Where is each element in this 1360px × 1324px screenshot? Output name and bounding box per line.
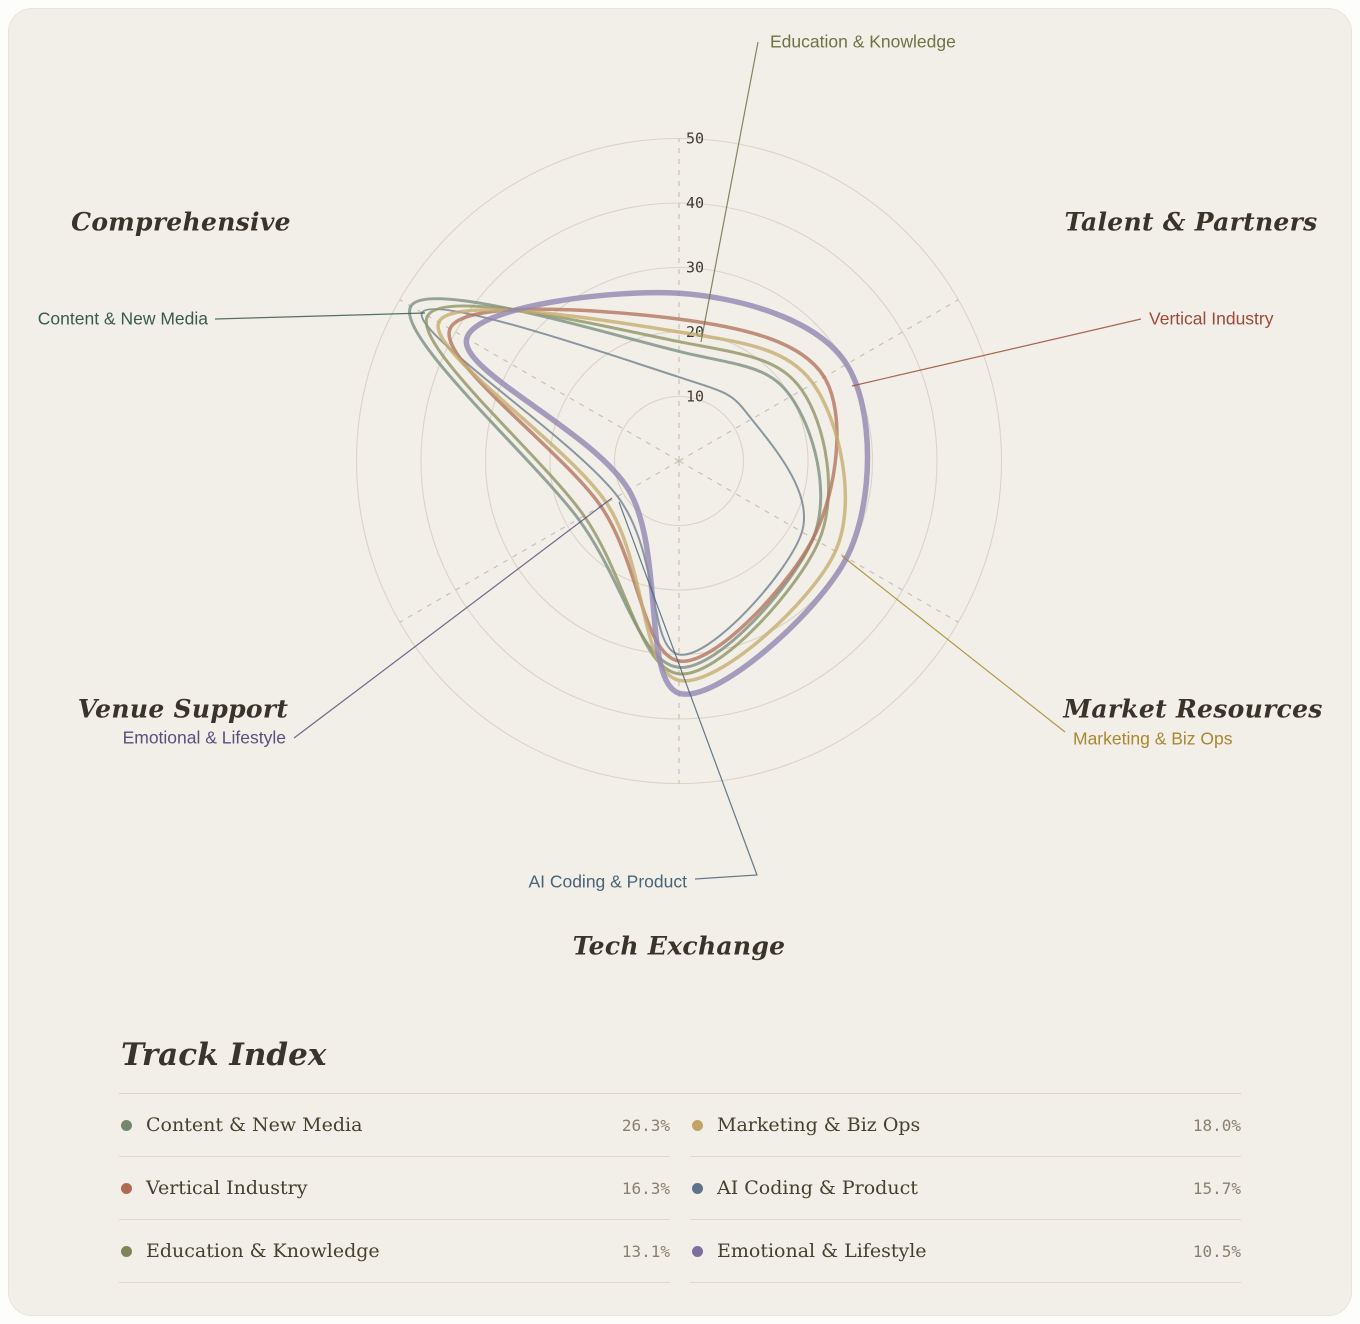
leader-line-content bbox=[214, 312, 426, 320]
track-name: Content & New Media bbox=[146, 1114, 363, 1136]
track-index-table: Content & New Media 26.3% Vertical Indus… bbox=[119, 1094, 1241, 1283]
track-percent: 13.1% bbox=[621, 1241, 670, 1261]
dimension-label-market: Market Resources bbox=[1063, 694, 1323, 724]
axis-spoke-line bbox=[678, 460, 959, 623]
track-percent: 16.3% bbox=[621, 1178, 670, 1198]
track-name: Education & Knowledge bbox=[146, 1240, 380, 1262]
callout-education-knowledge: Education & Knowledge bbox=[770, 31, 956, 52]
track-row[interactable]: Education & Knowledge 13.1% bbox=[119, 1220, 670, 1283]
leader-line-emotional bbox=[293, 497, 613, 739]
track-percent: 18.0% bbox=[1192, 1115, 1241, 1135]
axis-spoke-line bbox=[399, 299, 680, 462]
track-row[interactable]: Content & New Media 26.3% bbox=[119, 1094, 670, 1157]
report-card: 10 20 30 40 50 Comprehensive Talent & Partne… bbox=[8, 8, 1352, 1316]
track-color-dot bbox=[692, 1182, 703, 1194]
track-name: Vertical Industry bbox=[146, 1177, 308, 1199]
track-percent: 15.7% bbox=[1192, 1178, 1241, 1198]
callout-emotional-lifestyle: Emotional & Lifestyle bbox=[122, 727, 286, 748]
axis-spoke-line bbox=[399, 460, 680, 623]
dimension-label-talent: Talent & Partners bbox=[1064, 207, 1318, 237]
callout-ai-coding-product: AI Coding & Product bbox=[528, 871, 687, 892]
track-color-dot bbox=[692, 1119, 703, 1131]
leader-line-vertical bbox=[851, 318, 1142, 387]
radial-tick-label: 10 bbox=[686, 388, 704, 406]
series-curve-emotional bbox=[463, 289, 871, 697]
track-percent: 10.5% bbox=[1192, 1241, 1241, 1261]
series-curve-marketing bbox=[436, 308, 848, 683]
series-curve-ai bbox=[421, 308, 805, 656]
callout-marketing-biz-ops: Marketing & Biz Ops bbox=[1073, 728, 1233, 749]
callout-content-new-media: Content & New Media bbox=[37, 308, 208, 329]
series-curve-vertical bbox=[447, 307, 839, 663]
track-index-left-column: Content & New Media 26.3% Vertical Indus… bbox=[119, 1094, 670, 1283]
radar-chart-area: 10 20 30 40 50 Comprehensive Talent & Partne… bbox=[9, 9, 1351, 1009]
dimension-label-comprehensive: Comprehensive bbox=[71, 207, 291, 237]
series-curve-education bbox=[424, 304, 830, 676]
grid-circle bbox=[613, 395, 745, 527]
leader-line-marketing bbox=[841, 555, 1066, 733]
track-name: AI Coding & Product bbox=[717, 1177, 918, 1199]
leader-line-education bbox=[700, 41, 759, 343]
track-color-dot bbox=[121, 1119, 132, 1131]
leader-line-ai bbox=[618, 501, 758, 880]
track-color-dot bbox=[121, 1245, 132, 1257]
track-index-right-column: Marketing & Biz Ops 18.0% AI Coding & Pr… bbox=[690, 1094, 1241, 1283]
callout-vertical-industry: Vertical Industry bbox=[1149, 308, 1274, 329]
radial-tick-label: 50 bbox=[686, 130, 704, 148]
radial-tick-label: 30 bbox=[686, 259, 704, 277]
track-name: Emotional & Lifestyle bbox=[717, 1240, 927, 1262]
axis-spoke-line bbox=[678, 299, 959, 462]
track-row[interactable]: Vertical Industry 16.3% bbox=[119, 1157, 670, 1220]
track-row[interactable]: AI Coding & Product 15.7% bbox=[690, 1157, 1241, 1220]
dimension-label-tech: Tech Exchange bbox=[572, 931, 786, 961]
track-color-dot bbox=[121, 1182, 132, 1194]
track-index-title: Track Index bbox=[119, 1009, 1241, 1094]
track-name: Marketing & Biz Ops bbox=[717, 1114, 921, 1136]
track-row[interactable]: Emotional & Lifestyle 10.5% bbox=[690, 1220, 1241, 1283]
track-index-section: Track Index Content & New Media 26.3% Ve… bbox=[119, 1009, 1241, 1283]
dimension-label-venue: Venue Support bbox=[77, 694, 289, 724]
radial-tick-label: 40 bbox=[686, 194, 704, 212]
track-percent: 26.3% bbox=[621, 1115, 670, 1135]
track-color-dot bbox=[692, 1245, 703, 1257]
track-row[interactable]: Marketing & Biz Ops 18.0% bbox=[690, 1094, 1241, 1157]
